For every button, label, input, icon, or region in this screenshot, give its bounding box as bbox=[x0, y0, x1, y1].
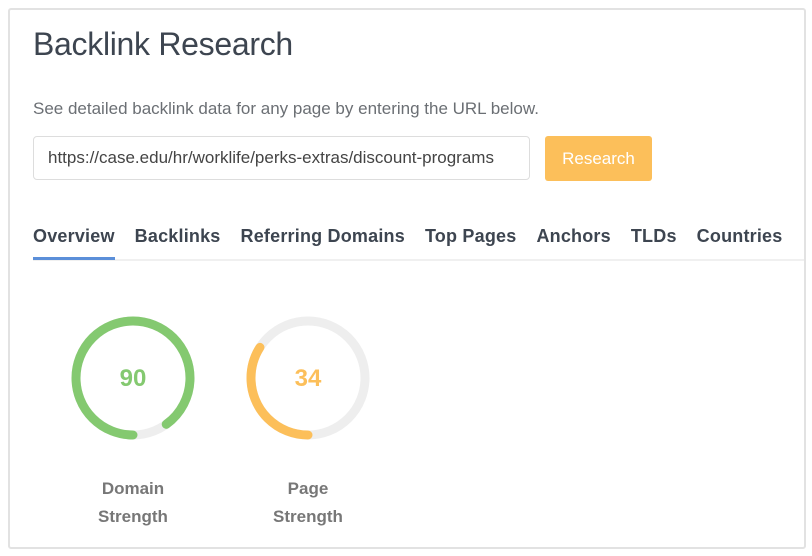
page-subtitle: See detailed backlink data for any page … bbox=[33, 99, 539, 118]
domain-strength-gauge: 90 Domain Strength bbox=[68, 313, 198, 531]
gauge-label: Domain Strength bbox=[68, 475, 198, 531]
gauge-value: 90 bbox=[120, 365, 147, 392]
gauge-arc bbox=[71, 316, 195, 440]
page-strength-gauge: 34 Page Strength bbox=[243, 313, 373, 531]
page-title: Backlink Research bbox=[33, 26, 293, 62]
tab-top-pages[interactable]: Top Pages bbox=[424, 226, 517, 246]
page-strength-ring: 34 bbox=[246, 316, 370, 440]
tab-overview[interactable]: Overview bbox=[33, 222, 115, 260]
domain-strength-ring: 90 bbox=[71, 316, 195, 440]
tab-anchors[interactable]: Anchors bbox=[536, 226, 611, 246]
tab-tlds[interactable]: TLDs bbox=[630, 226, 677, 246]
gauge-label: Page Strength bbox=[243, 475, 373, 531]
research-button[interactable]: Research bbox=[545, 136, 652, 181]
gauge-arc bbox=[246, 316, 370, 440]
tab-countries[interactable]: Countries bbox=[696, 226, 783, 246]
tab-bar: Overview Backlinks Referring Domains Top… bbox=[33, 222, 804, 261]
tab-referring-domains[interactable]: Referring Domains bbox=[240, 226, 405, 246]
gauge-label-line1: Domain bbox=[101, 479, 165, 498]
gauge-value: 34 bbox=[295, 365, 322, 392]
gauge-label-line2: Strength bbox=[273, 507, 343, 526]
tab-backlinks[interactable]: Backlinks bbox=[134, 226, 221, 246]
gauge-label-line2: Strength bbox=[98, 507, 168, 526]
gauge-label-line1: Page bbox=[287, 479, 329, 498]
backlink-research-card: Backlink Research See detailed backlink … bbox=[8, 8, 806, 549]
url-input[interactable] bbox=[33, 136, 530, 180]
